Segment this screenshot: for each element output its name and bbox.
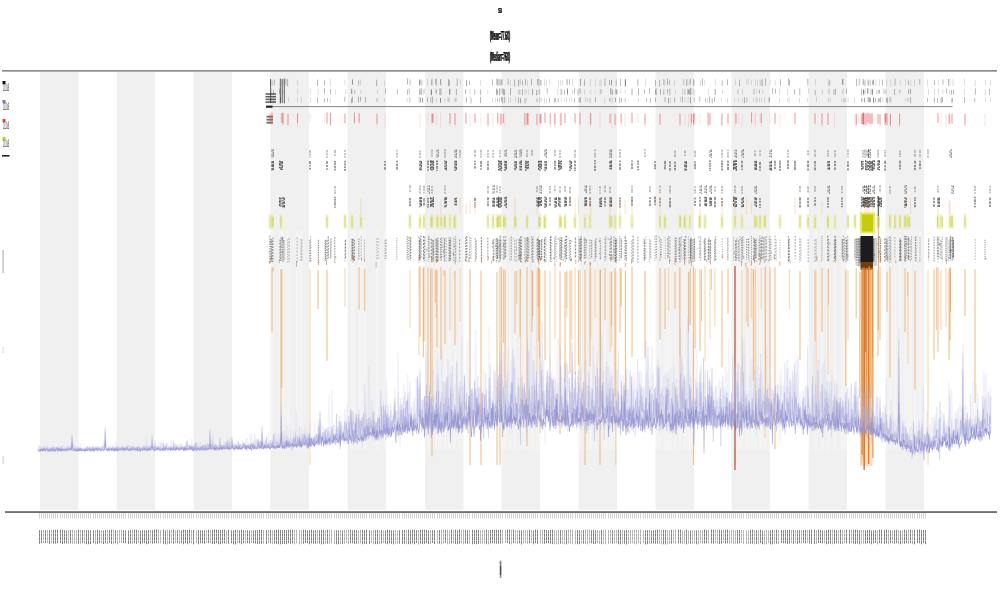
svg-text:D113aB: D113aB bbox=[3, 82, 9, 94]
svg-text:S3: S3 bbox=[498, 6, 502, 15]
svg-text:(Median=76X): (Median=76X) bbox=[490, 49, 510, 64]
svg-text:(Mean=77.6X): (Mean=77.6X) bbox=[490, 28, 510, 43]
svg-text:D113aB: D113aB bbox=[3, 101, 9, 113]
svg-text:(Mean=77.6X): (Mean=77.6X) bbox=[490, 28, 510, 43]
svg-text:S3: S3 bbox=[498, 6, 502, 15]
svg-text:(Median=76X): (Median=76X) bbox=[490, 49, 510, 64]
svg-text:D113aB: D113aB bbox=[3, 120, 9, 132]
svg-text:D113aB: D113aB bbox=[3, 138, 9, 150]
svg-text:S3: S3 bbox=[498, 6, 502, 15]
